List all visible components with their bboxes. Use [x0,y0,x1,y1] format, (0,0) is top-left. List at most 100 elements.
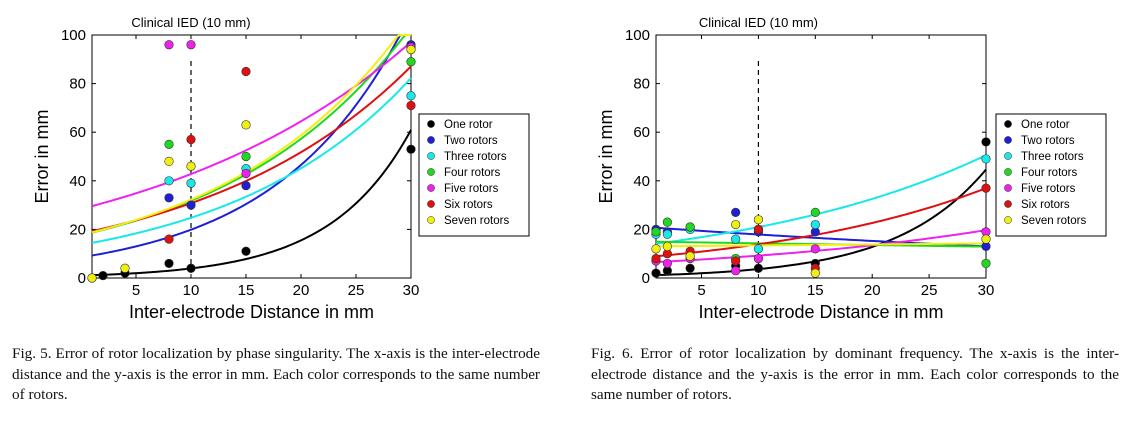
x-axis-label: Inter-electrode Distance in mm [698,302,943,322]
chart-fig5: 0 20 40 60 80 100 5 10 15 20 25 30 Inter-electrode D… [32,15,530,322]
x-tick-label: 10 [183,282,200,299]
fit-curve-one-rotor [91,129,412,277]
point-one-rotor [98,270,108,281]
point-one-rotor [685,263,695,273]
chart-title: Clinical IED (10 mm) [699,15,818,30]
point-four-rotors [810,207,820,217]
y-tick-label: 0 [78,270,86,287]
y-axis-label: Error in mm [596,110,616,204]
point-five-rotors [186,40,196,50]
point-three-rotors [406,91,416,101]
point-one-rotor [651,268,661,278]
point-three-rotors [981,154,991,164]
x-tick-label: 20 [293,282,310,299]
x-tick-label: 15 [807,282,824,299]
point-seven-rotors [241,120,251,130]
point-two-rotors [186,200,196,210]
legend-label: Six rotors [1021,199,1070,211]
point-three-rotors [810,219,820,230]
legend [995,113,1107,237]
legend-label: Six rotors [444,199,493,211]
legend-marker-seven-rotors [427,216,435,224]
legend-marker-six-rotors [427,200,435,208]
point-seven-rotors [651,244,661,254]
x-tick-label: 25 [348,282,365,299]
point-seven-rotors [164,156,174,166]
point-seven-rotors [810,268,820,278]
chart-title: Clinical IED (10 mm) [131,15,250,30]
fit-curve-one-rotor [655,168,987,277]
figure-6: 0 20 40 60 80 100 5 10 15 20 25 30 Inter-electrode D… [564,0,1127,421]
point-four-rotors [651,227,661,237]
point-seven-rotors [753,215,764,225]
x-tick-label: 5 [697,282,705,299]
legend-marker-seven-rotors [1004,216,1012,224]
point-three-rotors [753,244,764,254]
legend-label: Five rotors [1021,183,1076,195]
point-six-rotors [981,183,991,193]
legend [418,113,530,237]
caption-fig6: Fig. 6. Error of rotor localization by d… [591,344,1119,406]
point-six-rotors [186,134,196,145]
legend-marker-six-rotors [1004,200,1012,208]
legend-marker-three-rotors [427,152,435,160]
y-tick-label: 80 [69,76,86,93]
point-seven-rotors [981,234,991,244]
point-three-rotors [186,178,196,188]
legend-label: Three rotors [444,151,507,163]
point-four-rotors [685,222,695,232]
point-two-rotors [731,207,741,217]
point-six-rotors [753,224,764,234]
legend-marker-one-rotor [1004,120,1012,128]
y-tick-label: 20 [69,221,86,238]
x-tick-label: 10 [750,282,767,299]
x-tick-label: 25 [921,282,938,299]
plot-frame [91,34,412,279]
figure-5: 0 20 40 60 80 100 5 10 15 20 25 30 Inter-electrode D… [0,0,563,421]
point-three-rotors [731,234,741,244]
y-axis-label: Error in mm [32,110,52,204]
legend-marker-one-rotor [427,120,435,128]
x-tick-label: 30 [403,282,420,299]
caption-fig5: Fig. 5. Error of rotor localization by p… [12,344,540,406]
point-five-rotors [164,40,174,50]
legend-marker-five-rotors [1004,184,1012,192]
point-two-rotors [241,181,251,191]
legend-marker-three-rotors [1004,152,1012,160]
x-tick-label: 20 [864,282,881,299]
point-three-rotors [662,229,672,239]
legend-label: One rotor [444,119,493,131]
fit-curve-four-rotors [91,34,411,234]
legend-label: One rotor [1021,119,1070,131]
point-seven-rotors [731,219,741,230]
point-four-rotors [164,139,174,149]
fit-curve-five-rotors [655,229,987,264]
point-five-rotors [241,168,251,179]
chart-fig6: 0 20 40 60 80 100 5 10 15 20 25 30 Inter-electrode D… [596,15,1107,322]
point-six-rotors [406,100,416,111]
point-three-rotors [164,176,174,186]
x-tick-label: 5 [132,282,140,299]
point-seven-rotors [662,241,672,252]
point-seven-rotors [87,273,97,283]
point-seven-rotors [120,263,130,273]
point-five-rotors [753,253,764,264]
legend-label: Four rotors [1021,167,1077,179]
point-one-rotor [981,137,991,147]
y-tick-label: 80 [633,76,650,93]
caption-text: Fig. 6. Error of rotor localization by d… [591,345,1119,403]
y-tick-label: 60 [69,124,86,141]
legend-marker-two-rotors [427,136,435,144]
y-tick-label: 100 [61,27,86,44]
fit-curve-two-rotors [91,34,411,257]
legend-label: Seven rotors [444,215,509,227]
y-tick-label: 20 [633,221,650,238]
fit-curve-six-rotors [655,187,987,258]
y-tick-label: 60 [633,124,650,141]
legend-label: Two rotors [1021,135,1075,147]
point-five-rotors [662,258,672,269]
point-six-rotors [731,256,741,266]
point-four-rotors [662,217,672,227]
point-one-rotor [753,263,764,273]
legend-marker-five-rotors [427,184,435,192]
